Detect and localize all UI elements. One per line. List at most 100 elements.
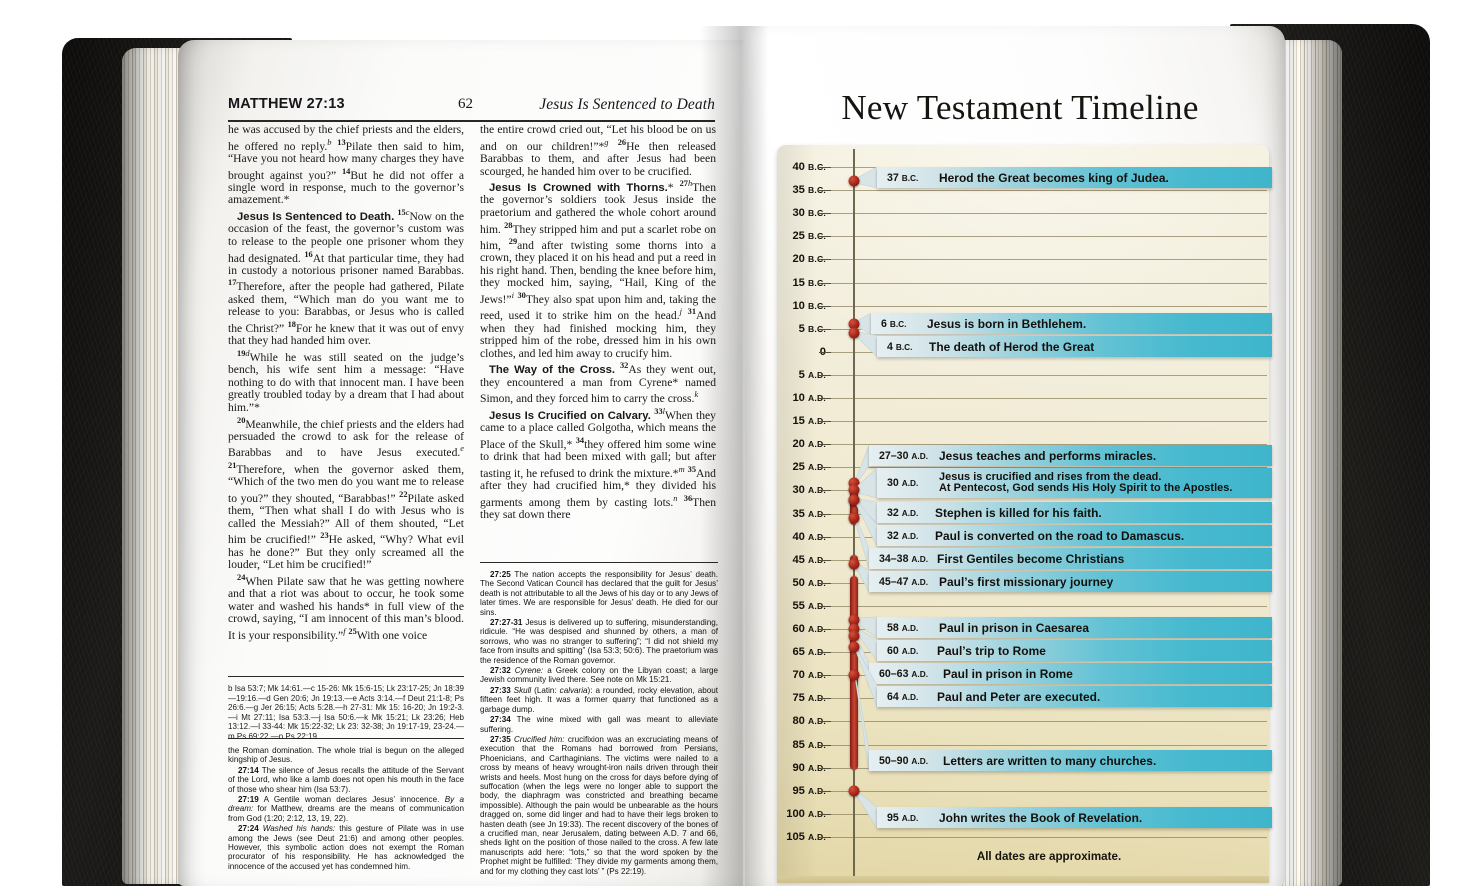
- axis-tick: [819, 444, 831, 446]
- footnote: 27:34 The wine mixed with gall was meant…: [480, 715, 718, 734]
- paragraph: Jesus Is Sentenced to Death. 15cNow on t…: [228, 208, 465, 348]
- axis-tick-label: 65 A.D.: [792, 646, 826, 659]
- footnote: 27:35 Crucified him: crucifixion was an …: [480, 734, 719, 876]
- timeline-event[interactable]: 60 A.D. Paul’s trip to Rome: [877, 640, 1272, 661]
- timeline-event-marker[interactable]: [848, 623, 860, 635]
- grid-line: [831, 790, 1267, 792]
- paragraph: 24When Pilate saw that he was getting no…: [228, 572, 464, 642]
- paragraph: Jesus Is Crowned with Thorns.* 27hThen t…: [480, 179, 716, 360]
- timeline-event-bar[interactable]: 58 A.D. Paul in prison in Caesarea: [877, 617, 1272, 638]
- timeline-footnote: All dates are approximate.: [976, 850, 1122, 863]
- timeline-event-bar[interactable]: 6 B.C. Jesus is born in Bethlehem.: [871, 313, 1272, 334]
- axis-tick: [819, 490, 831, 492]
- timeline-event[interactable]: 6 B.C. Jesus is born in Bethlehem.: [871, 313, 1272, 334]
- axis-tick-label: 40 B.C.: [792, 161, 826, 173]
- timeline-event[interactable]: 32 A.D. Paul is converted on the road to …: [877, 525, 1272, 546]
- timeline-event-bar[interactable]: 32 A.D. Paul is converted on the road to …: [877, 525, 1272, 546]
- timeline-event-marker[interactable]: [848, 494, 860, 506]
- timeline-event[interactable]: 27–30 A.D. Jesus teaches and performs mir…: [869, 445, 1272, 466]
- axis-tick-label: 15 B.C.: [792, 276, 826, 289]
- timeline-event[interactable]: 95 A.D. John writes the Book of Revelatio…: [877, 807, 1272, 828]
- timeline-event-marker[interactable]: [848, 318, 860, 330]
- timeline-event-bar[interactable]: 60 A.D. Paul’s trip to Rome: [877, 640, 1272, 661]
- axis-tick-label: 0: [676, 346, 826, 358]
- bible-text-column-right: the entire crowd cried out, “Let his blo…: [480, 123, 717, 522]
- timeline-event-marker[interactable]: [848, 512, 860, 524]
- grid-line: [831, 213, 1267, 215]
- axis-tick: [819, 559, 831, 561]
- axis-tick: [819, 467, 831, 469]
- paragraph: The Way of the Cross. 32As they went out…: [480, 361, 717, 406]
- axis-tick: [819, 582, 831, 584]
- timeline-event-marker[interactable]: [848, 327, 860, 339]
- axis-tick-label: 35 A.D.: [792, 507, 826, 520]
- timeline-event[interactable]: 4 B.C. The death of Herod the Great: [877, 336, 1272, 357]
- timeline-event[interactable]: 50–90 A.D. Letters are written to many ch…: [869, 750, 1272, 771]
- timeline-event-bar[interactable]: 95 A.D. John writes the Book of Revelatio…: [877, 807, 1272, 828]
- axis-tick-label: 85 A.D.: [792, 738, 826, 751]
- event-description: Paul and Peter are executed.: [937, 689, 1101, 704]
- event-description: Jesus is crucified and rises from the de…: [939, 470, 1233, 494]
- timeline-event[interactable]: 45–47 A.D. Paul’s first missionary journe…: [869, 571, 1272, 592]
- timeline-event-bar[interactable]: 50–90 A.D. Letters are written to many ch…: [869, 750, 1272, 771]
- axis-tick-label: 25 A.D.: [792, 461, 826, 474]
- event-description: Paul is converted on the road to Damascu…: [935, 528, 1185, 543]
- timeline-event-marker[interactable]: [848, 477, 860, 489]
- axis-tick: [819, 513, 831, 515]
- footnote: 27:25 The nation accepts the responsibil…: [480, 570, 718, 617]
- axis-tick: [819, 398, 831, 399]
- axis-tick: [819, 351, 831, 353]
- timeline-event-bar[interactable]: 4 B.C. The death of Herod the Great: [877, 336, 1272, 357]
- footnote: 27:32 Cyrene: a Greek colony on the Liby…: [480, 666, 719, 685]
- grid-line: [831, 374, 1267, 376]
- timeline-event-marker[interactable]: [848, 641, 860, 653]
- timeline-event-marker[interactable]: [848, 558, 860, 570]
- timeline-event-marker[interactable]: [848, 630, 860, 642]
- axis-tick-label: 30 A.D.: [792, 484, 826, 497]
- grid-line: [831, 236, 1267, 238]
- axis-tick-label: 95 A.D.: [792, 784, 826, 797]
- axis-tick: [819, 652, 831, 654]
- timeline-event-bar[interactable]: 34–38 A.D. First Gentiles become Christia…: [869, 548, 1272, 569]
- timeline-event[interactable]: 58 A.D. Paul in prison in Caesarea: [877, 617, 1272, 638]
- footnotes-right: 27:25 The nation accepts the responsibil…: [480, 570, 718, 877]
- timeline-event[interactable]: 60–63 A.D. Paul in prison in Rome: [869, 663, 1272, 684]
- timeline-event-marker[interactable]: [848, 175, 860, 187]
- event-description: The death of Herod the Great: [929, 339, 1095, 354]
- timeline-event-bar[interactable]: 64 A.D. Paul and Peter are executed.: [877, 686, 1272, 707]
- event-description: First Gentiles become Christians: [937, 551, 1125, 566]
- timeline-event-bar[interactable]: 60–63 A.D. Paul in prison in Rome: [869, 663, 1272, 684]
- timeline-event[interactable]: 34–38 A.D. First Gentiles become Christia…: [869, 548, 1272, 569]
- axis-tick-label: 5 B.C.: [798, 322, 826, 335]
- grid-line: [831, 190, 1267, 192]
- timeline-event[interactable]: 30 A.D. Jesus is crucified and rises from…: [877, 468, 1272, 498]
- timeline-event-marker[interactable]: [848, 614, 860, 626]
- timeline-event-marker[interactable]: [848, 785, 860, 797]
- timeline-event-marker[interactable]: [848, 484, 860, 496]
- timeline-event[interactable]: 64 A.D. Paul and Peter are executed.: [877, 686, 1272, 707]
- timeline-event[interactable]: 37 B.C. Herod the Great becomes king of J…: [877, 167, 1272, 188]
- axis-tick: [819, 675, 831, 677]
- timeline-event-bar[interactable]: 30 A.D. Jesus is crucified and rises from…: [877, 468, 1272, 498]
- page-number: 62: [458, 96, 473, 112]
- axis-tick: [819, 790, 831, 792]
- timeline-event-bar[interactable]: 45–47 A.D. Paul’s first missionary journe…: [869, 571, 1272, 592]
- event-description: Herod the Great becomes king of Judea.: [939, 170, 1169, 185]
- timeline-event-marker[interactable]: [848, 669, 860, 681]
- running-title: Jesus Is Sentenced to Death: [539, 96, 715, 113]
- axis-tick: [819, 744, 831, 746]
- axis-tick-label: 40 A.D.: [792, 530, 826, 543]
- footnotes-left: the Roman domination. The whole trial is…: [228, 746, 464, 872]
- grid-line: [831, 305, 1267, 307]
- timeline-event-bar[interactable]: 32 A.D. Stephen is killed for his faith.: [877, 502, 1272, 523]
- grid-line: [831, 259, 1267, 261]
- timeline-event-bar[interactable]: 27–30 A.D. Jesus teaches and performs mir…: [869, 445, 1272, 466]
- event-year: 50–90 A.D.: [879, 754, 929, 767]
- axis-tick: [819, 421, 831, 423]
- event-year: 37 B.C.: [887, 171, 919, 184]
- event-description: Letters are written to many churches.: [943, 753, 1157, 768]
- timeline-event-bar[interactable]: 37 B.C. Herod the Great becomes king of J…: [877, 167, 1272, 188]
- event-year: 27–30 A.D.: [879, 449, 929, 462]
- event-year: 60 A.D.: [887, 644, 919, 657]
- timeline-event[interactable]: 32 A.D. Stephen is killed for his faith.: [877, 502, 1272, 523]
